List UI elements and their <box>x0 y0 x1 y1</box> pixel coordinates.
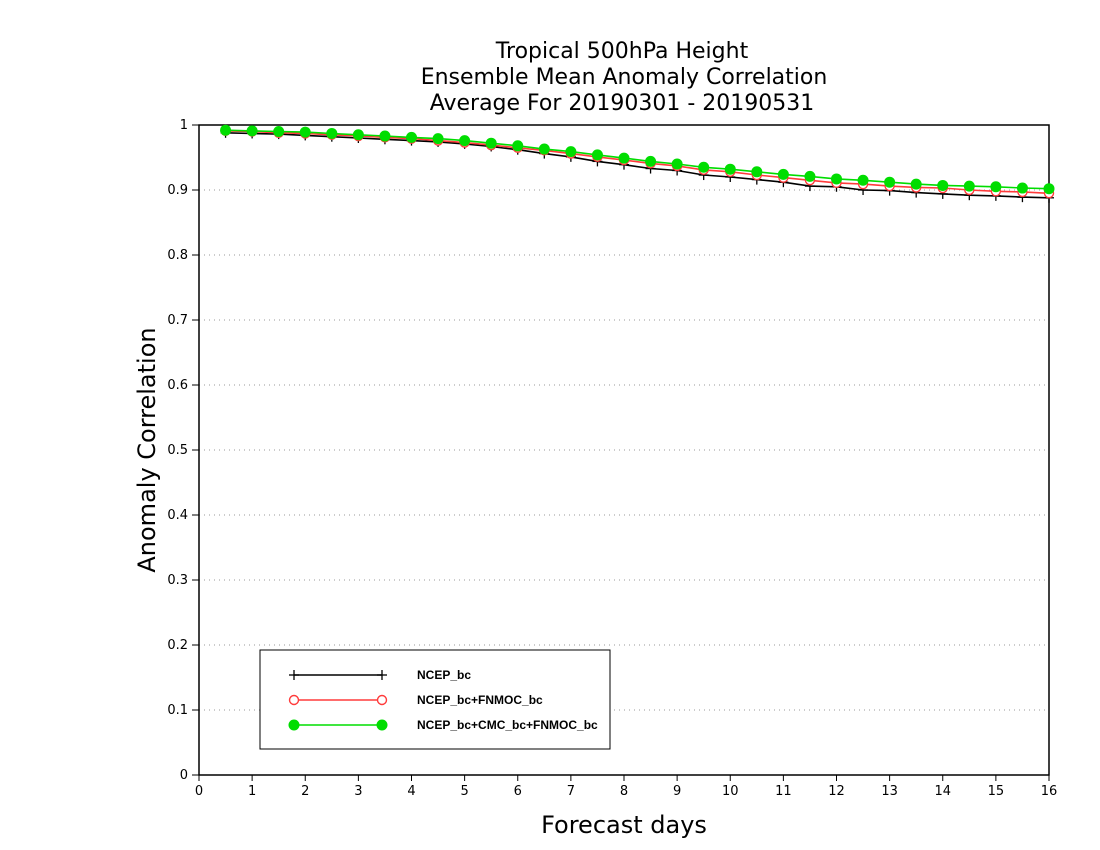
filled-circle-marker <box>432 133 444 145</box>
filled-circle-marker <box>538 143 550 155</box>
filled-circle-marker <box>406 131 417 143</box>
x-tick-label: 6 <box>514 784 522 799</box>
filled-circle-marker <box>288 719 300 731</box>
y-tick-label: 0.3 <box>167 573 188 588</box>
x-tick-label: 4 <box>407 784 415 799</box>
series-0 <box>220 127 1054 203</box>
legend-item-2: NCEP_bc+CMC_bc+FNMOC_bc <box>288 718 598 732</box>
series-2 <box>220 124 1055 195</box>
data-series <box>220 124 1055 203</box>
filled-circle-marker <box>352 129 364 141</box>
filled-circle-marker <box>485 137 497 149</box>
filled-circle-marker <box>963 180 975 192</box>
filled-circle-marker <box>459 135 471 147</box>
filled-circle-marker <box>804 170 816 182</box>
y-tick-label: 0.2 <box>167 638 188 653</box>
filled-circle-marker <box>857 174 869 186</box>
x-tick-label: 5 <box>460 784 468 799</box>
filled-circle-marker <box>246 125 258 137</box>
legend: NCEP_bc NCEP_bc+FNMOC_bc NCEP_bc+CMC_bc+FN… <box>259 649 611 750</box>
filled-circle-marker <box>884 176 896 188</box>
filled-circle-marker <box>671 158 683 170</box>
filled-circle-marker <box>990 181 1002 193</box>
y-tick-label: 0.8 <box>167 248 188 263</box>
x-tick-label: 12 <box>828 784 845 799</box>
filled-circle-marker <box>910 178 922 190</box>
x-tick-label: 10 <box>722 784 739 799</box>
filled-circle-marker <box>512 140 524 152</box>
legend-items: NCEP_bc NCEP_bc+FNMOC_bc NCEP_bc+CMC_bc+FN… <box>288 668 598 732</box>
x-tick-label: 3 <box>354 784 362 799</box>
filled-circle-marker <box>1043 183 1055 195</box>
filled-circle-marker <box>220 124 232 136</box>
legend-item-1: NCEP_bc+FNMOC_bc <box>288 693 543 707</box>
filled-circle-marker <box>831 173 842 185</box>
series-line <box>225 129 1050 190</box>
y-tick-label: 0.9 <box>167 183 188 198</box>
title-line-2: Ensemble Mean Anomaly Correlation <box>421 65 828 90</box>
filled-circle-marker <box>273 126 285 137</box>
filled-circle-marker <box>1016 182 1028 194</box>
filled-circle-marker <box>376 719 388 731</box>
y-tick-label: 0.1 <box>167 703 188 718</box>
y-tick-label: 1 <box>180 118 188 133</box>
filled-circle-marker <box>591 149 603 161</box>
title-line-3: Average For 20190301 - 20190531 <box>430 91 815 116</box>
x-tick-label: 2 <box>301 784 309 799</box>
axis-ticks: 00.10.20.30.40.50.60.70.80.910 1 2 3 4 5 6 7 8 9 1… <box>167 118 1057 799</box>
filled-circle-marker <box>326 127 338 139</box>
filled-circle-marker <box>937 179 949 191</box>
title-line-1: Tropical 500hPa Height <box>495 39 749 64</box>
legend-label: NCEP_bc+FNMOC_bc <box>417 693 543 707</box>
filled-circle-marker <box>724 163 736 175</box>
x-tick-label: 16 <box>1041 784 1058 799</box>
legend-label: NCEP_bc <box>417 668 471 682</box>
filled-circle-marker <box>645 155 657 167</box>
filled-circle-marker <box>618 152 630 164</box>
y-tick-label: 0.6 <box>167 378 188 393</box>
filled-circle-marker <box>299 126 311 138</box>
legend-item-0: NCEP_bc <box>289 668 471 682</box>
legend-label: NCEP_bc+CMC_bc+FNMOC_bc <box>417 718 598 732</box>
x-tick-label: 9 <box>673 784 681 799</box>
x-tick-label: 15 <box>988 784 1005 799</box>
chart-title: Tropical 500hPa Height Ensemble Mean Ano… <box>421 39 828 116</box>
x-tick-label: 11 <box>775 784 792 799</box>
x-tick-label: 8 <box>620 784 628 799</box>
x-tick-label: 7 <box>567 784 575 799</box>
circle-marker <box>376 694 388 706</box>
y-tick-label: 0 <box>180 768 188 783</box>
y-tick-label: 0.4 <box>167 508 188 523</box>
circle-marker <box>288 694 300 706</box>
x-axis-label: Forecast days <box>541 811 707 839</box>
grid-lines <box>199 189 1049 711</box>
x-tick-label: 1 <box>248 784 256 799</box>
x-tick-label: 13 <box>881 784 898 799</box>
filled-circle-marker <box>751 166 763 178</box>
filled-circle-marker <box>379 130 391 142</box>
filled-circle-marker <box>565 146 577 158</box>
y-tick-label: 0.5 <box>167 443 188 458</box>
filled-circle-marker <box>777 168 789 180</box>
x-tick-label: 14 <box>934 784 951 799</box>
y-tick-label: 0.7 <box>167 313 188 328</box>
x-tick-label: 0 <box>195 784 203 799</box>
filled-circle-marker <box>698 161 710 173</box>
y-axis-label: Anomaly Correlation <box>133 327 161 572</box>
